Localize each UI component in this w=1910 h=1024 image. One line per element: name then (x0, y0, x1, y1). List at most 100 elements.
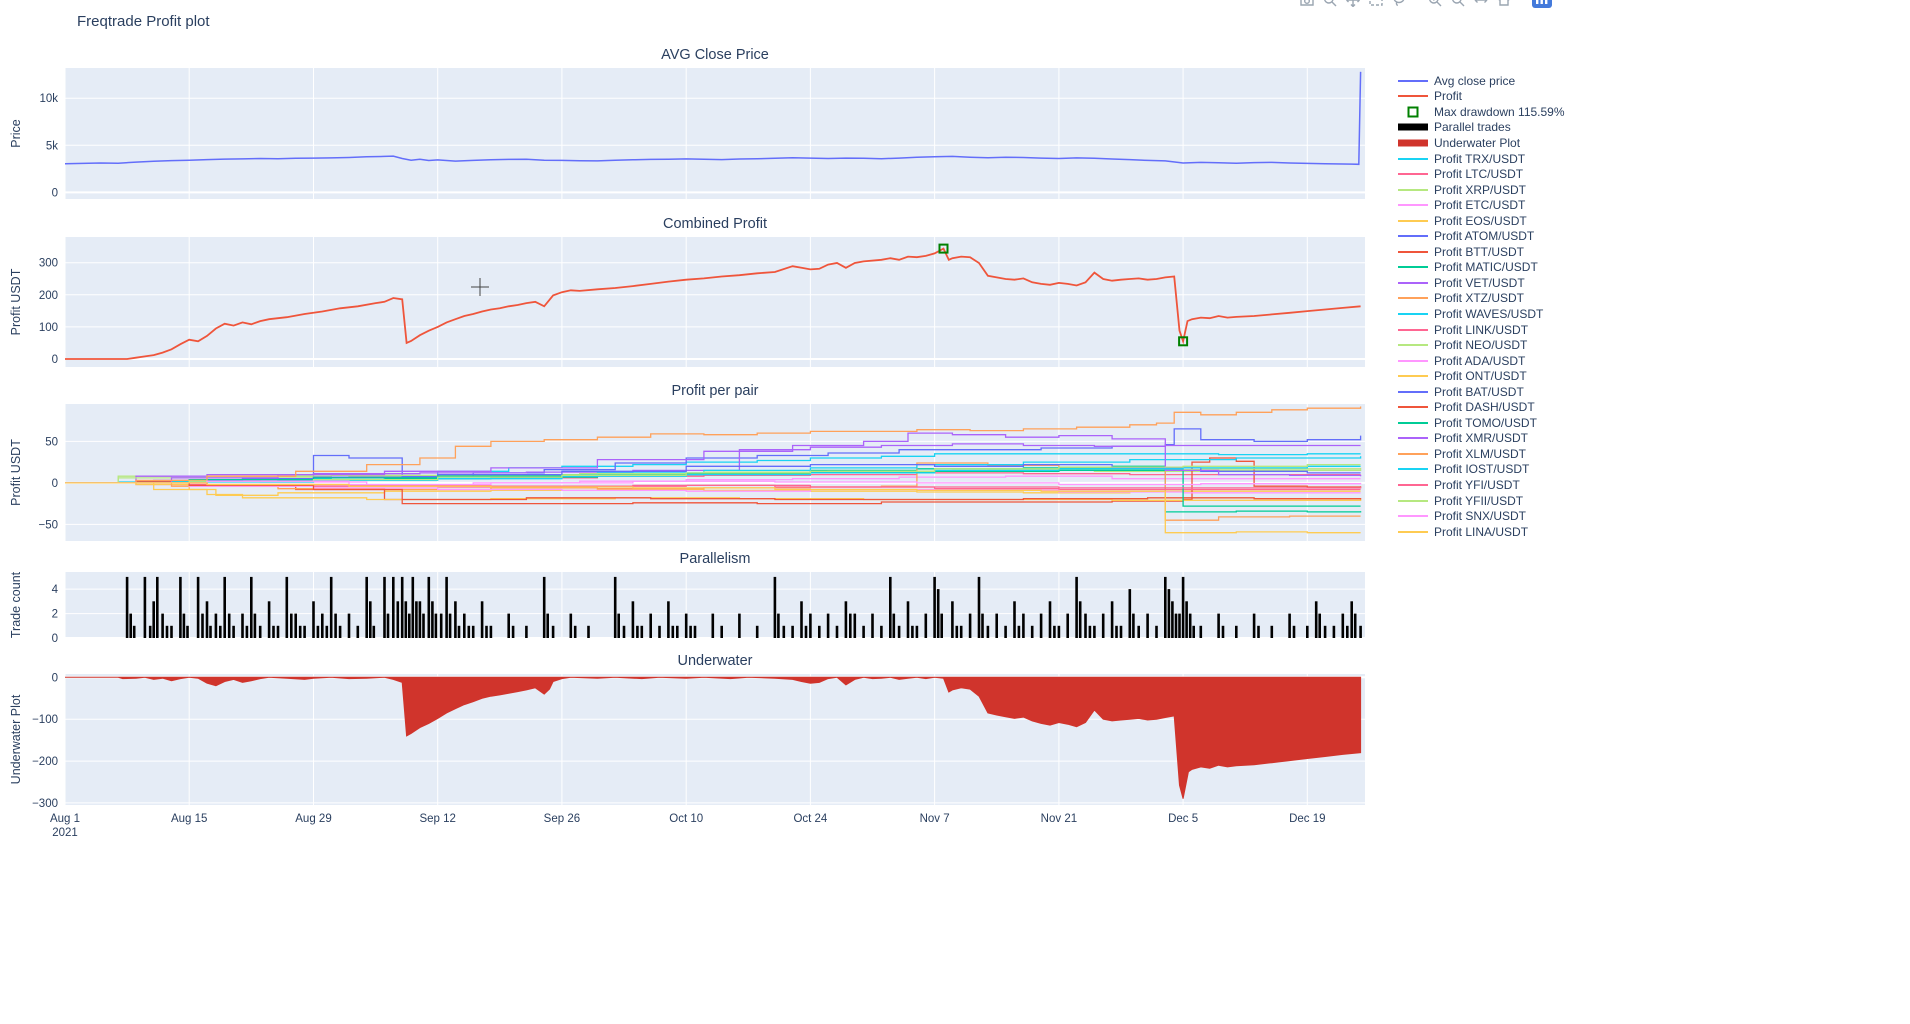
parallelism-bar (587, 625, 590, 638)
subplot-0-bg[interactable] (65, 68, 1365, 199)
legend-item[interactable]: Profit NEO/USDT (1398, 337, 1565, 353)
subplot-title: Underwater (678, 653, 753, 669)
parallelism-bar (640, 625, 644, 638)
parallelism-bar (434, 613, 438, 638)
legend-swatch (1398, 204, 1428, 207)
plotly-logo[interactable] (1532, 0, 1552, 8)
legend-item[interactable]: Profit XLM/USDT (1398, 446, 1565, 462)
camera-icon[interactable] (1299, 0, 1315, 8)
legend-item[interactable]: Profit IOST/USDT (1398, 462, 1565, 478)
legend-item[interactable]: Profit LINK/USDT (1398, 322, 1565, 338)
legend-swatch (1407, 106, 1419, 118)
zoom-out-icon[interactable] (1450, 0, 1466, 8)
legend-item[interactable]: Profit XMR/USDT (1398, 431, 1565, 447)
y-tick-label: 100 (39, 322, 58, 334)
parallelism-bar (1093, 625, 1096, 638)
lasso-icon[interactable] (1391, 0, 1407, 8)
parallelism-bar (1199, 625, 1203, 638)
parallelism-bar (1178, 613, 1181, 638)
legend-item[interactable]: Profit ONT/USDT (1398, 368, 1565, 384)
parallelism-bar (408, 613, 411, 638)
parallelism-bar (245, 625, 249, 638)
legend-label: Profit XLM/USDT (1434, 446, 1527, 461)
legend-item[interactable]: Profit ATOM/USDT (1398, 228, 1565, 244)
parallelism-bar (386, 613, 390, 638)
legend-item[interactable]: Max drawdown 115.59% (1398, 104, 1565, 120)
legend-item[interactable]: Profit TRX/USDT (1398, 151, 1565, 167)
parallelism-bar (411, 576, 415, 638)
subplot-1-bg[interactable] (65, 237, 1365, 367)
legend-item[interactable]: Profit XRP/USDT (1398, 182, 1565, 198)
parallelism-bar (1013, 601, 1016, 638)
legend-item[interactable]: Profit LTC/USDT (1398, 166, 1565, 182)
y-tick-label: 5k (46, 140, 58, 152)
parallelism-bar (1217, 613, 1220, 638)
parallelism-bar (431, 601, 434, 638)
legend-label: Profit YFII/USDT (1434, 493, 1524, 508)
legend-item[interactable]: Profit EOS/USDT (1398, 213, 1565, 229)
legend-item[interactable]: Parallel trades (1398, 120, 1565, 136)
y-tick-label: 0 (52, 672, 58, 684)
legend-item[interactable]: Profit WAVES/USDT (1398, 306, 1565, 322)
parallelism-bar (303, 625, 306, 638)
y-tick-label: −50 (38, 519, 58, 531)
legend-label: Profit ATOM/USDT (1434, 229, 1535, 244)
legend-item[interactable]: Profit XTZ/USDT (1398, 291, 1565, 307)
legend-label: Profit XMR/USDT (1434, 431, 1529, 446)
legend-item[interactable]: Profit YFII/USDT (1398, 493, 1565, 509)
parallelism-bar (396, 601, 400, 638)
parallelism-bar (546, 613, 549, 638)
parallelism-bar (940, 613, 943, 638)
parallelism-bar (684, 613, 688, 638)
legend-item[interactable]: Profit DASH/USDT (1398, 399, 1565, 415)
parallelism-bar (1350, 601, 1353, 638)
y-axis-title: Profit USDT (9, 268, 23, 335)
legend-label: Underwater Plot (1434, 135, 1521, 150)
legend-swatch (1398, 515, 1428, 518)
legend-item[interactable]: Profit BTT/USDT (1398, 244, 1565, 260)
legend-item[interactable]: Profit ADA/USDT (1398, 353, 1565, 369)
legend-swatch (1398, 359, 1428, 362)
reset-axes-icon[interactable] (1496, 0, 1512, 8)
parallelism-bar (676, 625, 679, 638)
legend-item[interactable]: Profit ETC/USDT (1398, 197, 1565, 213)
parallelism-bar (219, 625, 222, 638)
parallelism-bar (241, 613, 244, 638)
legend-label: Profit (1434, 89, 1463, 104)
pan-icon[interactable] (1345, 0, 1361, 8)
parallelism-bar (422, 613, 425, 638)
legend-swatch (1398, 297, 1428, 300)
parallelism-bar (463, 613, 466, 638)
legend-item[interactable]: Profit SNX/USDT (1398, 508, 1565, 524)
legend-item[interactable]: Underwater Plot (1398, 135, 1565, 151)
parallelism-bar (227, 613, 231, 638)
parallelism-bar (1057, 625, 1061, 638)
legend-item[interactable]: Profit (1398, 89, 1565, 105)
series-line (65, 463, 1361, 484)
y-tick-label: −200 (32, 756, 58, 768)
legend-item[interactable]: Profit MATIC/USDT (1398, 260, 1565, 276)
legend-item[interactable]: Profit BAT/USDT (1398, 384, 1565, 400)
subplot-title: AVG Close Price (661, 47, 769, 63)
legend-item[interactable]: Avg close price (1398, 73, 1565, 89)
parallelism-bar (276, 625, 280, 638)
box-select-icon[interactable] (1368, 0, 1384, 8)
parallelism-bar (321, 613, 324, 638)
parallelism-bar (871, 613, 874, 638)
subplot-title: Profit per pair (671, 383, 758, 399)
parallelism-bar (223, 576, 226, 638)
legend-item[interactable]: Profit YFI/USDT (1398, 477, 1565, 493)
autoscale-icon[interactable] (1473, 0, 1489, 8)
zoom-icon[interactable] (1322, 0, 1338, 8)
zoom-in-icon[interactable] (1427, 0, 1443, 8)
underwater-area (65, 676, 1362, 799)
parallelism-bar (214, 613, 218, 638)
parallelism-bar (457, 625, 461, 638)
legend-item[interactable]: Profit LINA/USDT (1398, 524, 1565, 540)
parallelism-bar (272, 625, 275, 638)
legend-item[interactable]: Profit TOMO/USDT (1398, 415, 1565, 431)
legend-item[interactable]: Profit VET/USDT (1398, 275, 1565, 291)
legend-swatch (1398, 390, 1428, 393)
parallelism-bar (1048, 601, 1052, 638)
legend-label: Profit MATIC/USDT (1434, 260, 1538, 275)
